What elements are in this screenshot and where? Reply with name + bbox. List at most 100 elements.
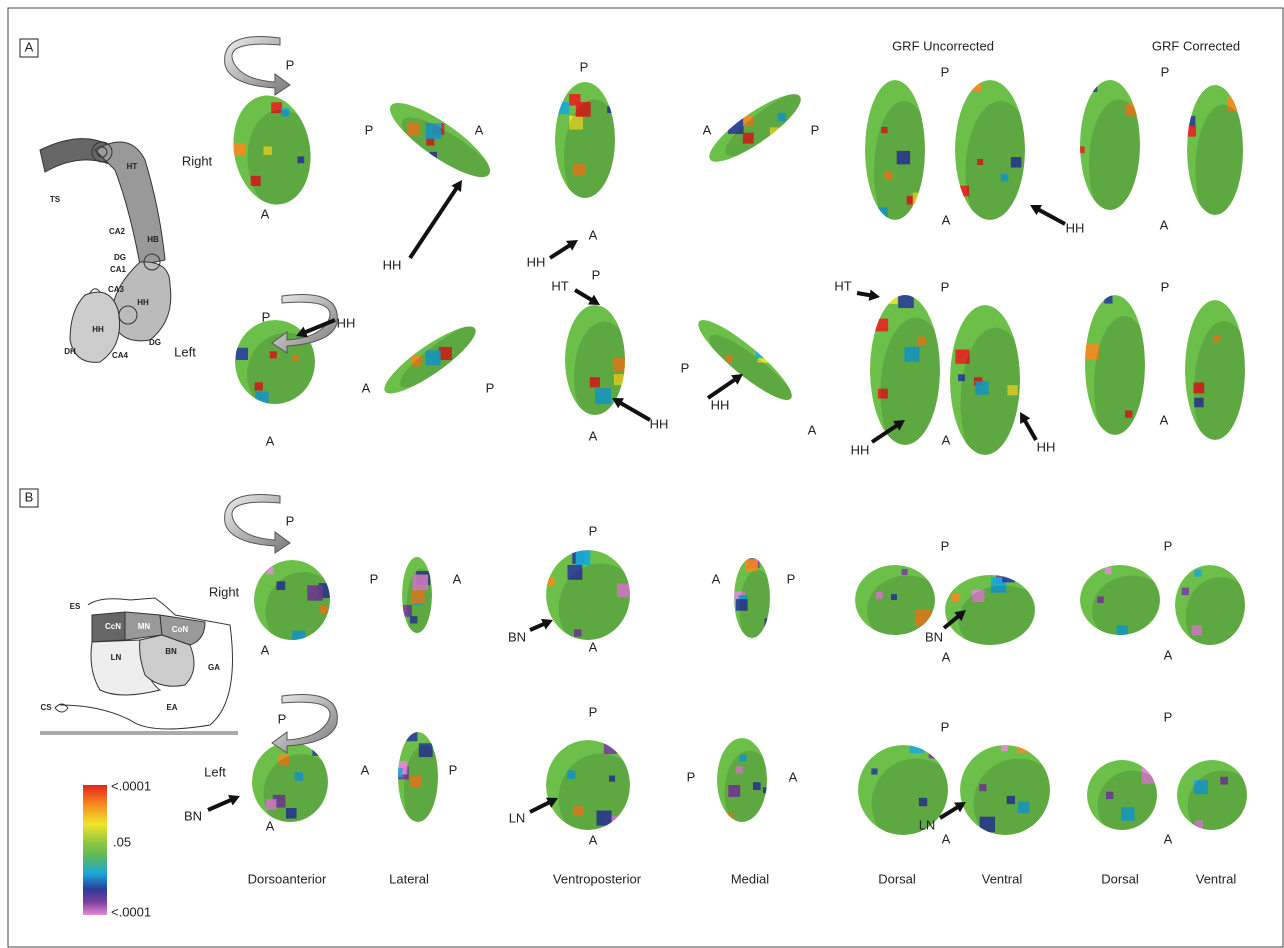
structure-rendering xyxy=(717,738,767,822)
patch xyxy=(858,745,868,756)
patch xyxy=(1194,569,1202,577)
arrowhead xyxy=(612,398,624,409)
surface xyxy=(1175,565,1245,645)
patch xyxy=(266,567,274,575)
annotation: P xyxy=(941,719,950,734)
surface xyxy=(1177,760,1247,830)
patch xyxy=(378,365,389,376)
patch xyxy=(318,583,330,599)
annotation: A xyxy=(266,433,275,448)
patch xyxy=(955,349,970,364)
patch xyxy=(951,593,961,603)
patch xyxy=(1104,295,1113,304)
structure-rendering xyxy=(1175,565,1245,645)
structure-rendering xyxy=(254,560,330,640)
patch xyxy=(1187,115,1196,127)
surface xyxy=(1187,85,1243,215)
annotation: P xyxy=(589,704,598,719)
patch xyxy=(881,126,888,134)
patch xyxy=(1104,567,1112,575)
diagram-label: CA3 xyxy=(108,285,125,294)
patch xyxy=(280,108,290,117)
shade xyxy=(973,758,1050,835)
patch xyxy=(956,213,967,220)
patch xyxy=(379,347,386,355)
annotation: P xyxy=(1161,64,1170,79)
panel-label-box xyxy=(19,488,39,508)
structure-rendering xyxy=(402,557,432,633)
row-label: Left xyxy=(204,764,226,779)
diagram-label: DG xyxy=(114,253,126,262)
diagram-label: ES xyxy=(70,602,81,611)
patch xyxy=(294,772,304,781)
annotation: A xyxy=(1160,217,1169,232)
arrowhead xyxy=(868,289,880,301)
patch xyxy=(886,295,898,304)
pointer-arrow xyxy=(548,242,573,260)
annotation: P xyxy=(941,538,950,553)
pointer-arrow xyxy=(942,613,962,630)
arrowhead xyxy=(566,240,578,251)
surface xyxy=(1087,760,1157,830)
structure-rendering xyxy=(734,558,770,638)
diagram-label: CA4 xyxy=(112,351,129,360)
patch xyxy=(884,171,893,181)
annotation: A xyxy=(261,206,270,221)
patch xyxy=(871,768,878,775)
pointer-arrow xyxy=(573,288,595,303)
structure-rendering xyxy=(1080,565,1160,635)
annotation: LN xyxy=(509,810,526,825)
annotation: LN xyxy=(919,817,936,832)
diagram-label: HB xyxy=(147,235,159,244)
row-label: Right xyxy=(209,584,240,599)
patch xyxy=(556,101,570,115)
annotation: P xyxy=(449,762,458,777)
structure-rendering xyxy=(389,102,499,189)
patch xyxy=(1191,625,1202,636)
arrowhead xyxy=(954,610,966,622)
colorbar xyxy=(83,785,107,915)
colorbar-label: <.0001 xyxy=(111,904,151,919)
view-label: Ventroposterior xyxy=(553,871,642,886)
patch xyxy=(263,146,272,155)
surface xyxy=(717,738,767,822)
diagram-label: CcN xyxy=(105,622,121,631)
annotation: A xyxy=(589,832,598,847)
frame xyxy=(7,7,1284,948)
colorbar-label: <.0001 xyxy=(111,778,151,793)
arrowhead xyxy=(541,618,553,630)
patch xyxy=(1193,382,1205,394)
patch xyxy=(875,318,889,332)
patch xyxy=(1194,820,1204,829)
patch xyxy=(567,564,583,580)
diagram-label: LN xyxy=(111,653,122,662)
annotation: P xyxy=(592,267,601,282)
structure-rendering xyxy=(398,732,438,822)
annotation: P xyxy=(687,769,696,784)
shade xyxy=(958,585,1035,645)
arrowhead xyxy=(893,420,905,431)
surface xyxy=(734,558,770,638)
patch xyxy=(877,388,888,399)
annotation: P xyxy=(365,122,374,137)
patch xyxy=(745,559,758,572)
patch xyxy=(278,754,290,766)
annotation: P xyxy=(1164,709,1173,724)
annotation: A xyxy=(589,428,598,443)
arrowhead xyxy=(1020,412,1031,424)
patch xyxy=(235,347,249,361)
annotation: A xyxy=(362,380,371,395)
surface xyxy=(254,560,330,640)
column-header: GRF Uncorrected xyxy=(892,38,994,53)
shade xyxy=(965,101,1025,220)
shade xyxy=(400,320,484,388)
patch xyxy=(412,574,429,591)
patch xyxy=(589,377,600,388)
annotation: A xyxy=(942,212,951,227)
shade xyxy=(960,327,1020,455)
structure-rendering xyxy=(865,80,925,220)
panel-label: B xyxy=(25,489,34,504)
patch xyxy=(573,164,586,177)
annotation: HH xyxy=(383,257,402,272)
